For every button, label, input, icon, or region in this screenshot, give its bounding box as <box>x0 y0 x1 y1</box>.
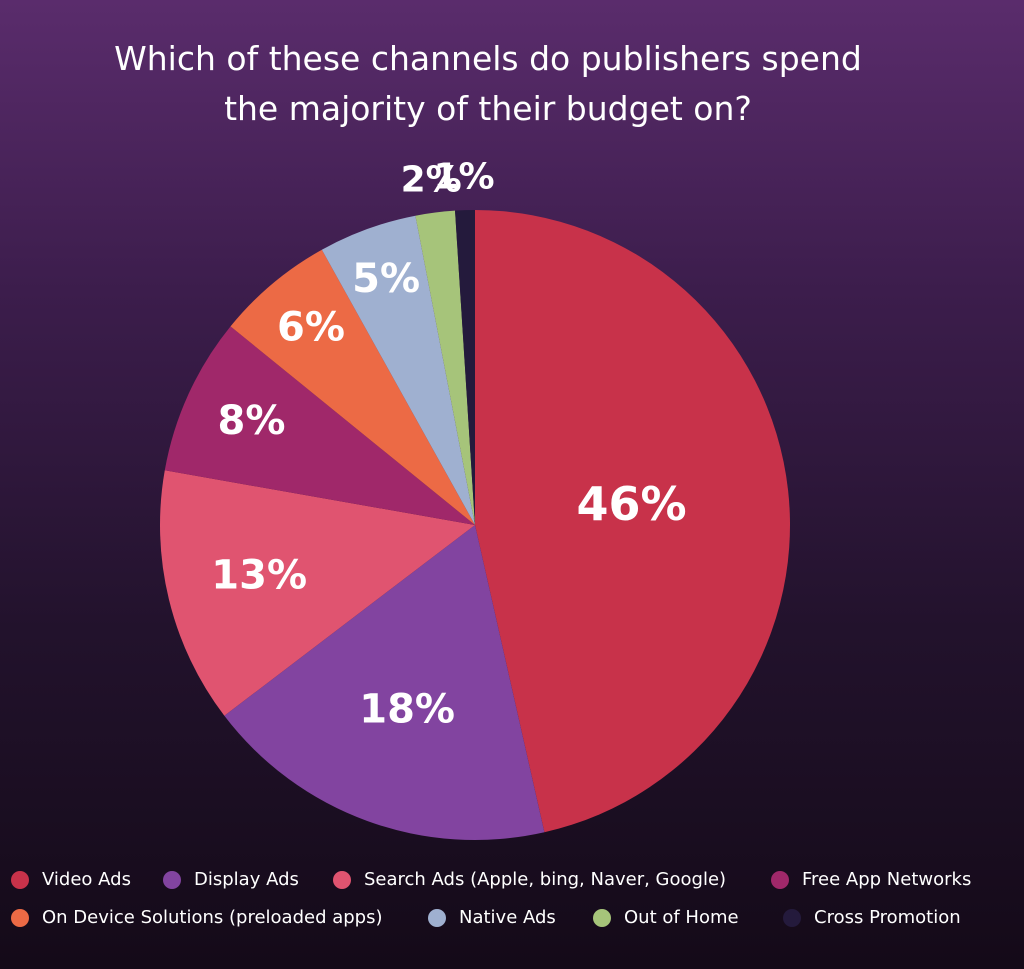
legend-label: Free App Networks <box>802 869 971 890</box>
pie-slice <box>321 215 475 526</box>
pie-slice <box>475 210 790 833</box>
legend-swatch <box>333 871 351 889</box>
legend-label: Display Ads <box>194 869 299 890</box>
legend-swatch <box>11 909 29 927</box>
legend-swatch <box>163 871 181 889</box>
data-label: 5% <box>352 256 420 302</box>
data-label: 46% <box>576 477 686 531</box>
data-label: 18% <box>359 686 455 732</box>
legend-label: Search Ads (Apple, bing, Naver, Google) <box>364 869 726 890</box>
legend-label: Native Ads <box>459 907 556 928</box>
pie-slice <box>159 470 475 716</box>
data-label: 13% <box>211 552 307 598</box>
legend-label: Video Ads <box>42 869 131 890</box>
pie-slice <box>224 525 545 841</box>
data-label: 2% <box>401 159 462 200</box>
pie-slice <box>230 249 475 526</box>
legend-swatch <box>593 909 611 927</box>
data-label: 1% <box>433 157 494 198</box>
chart-title: Which of these channels do publishers sp… <box>114 39 862 128</box>
legend-swatch <box>11 871 29 889</box>
legend-swatch <box>771 871 789 889</box>
pie-slice <box>164 326 475 525</box>
data-label: 6% <box>277 305 345 351</box>
legend-swatch <box>783 909 801 927</box>
pie-slice <box>415 210 475 525</box>
legend-label: On Device Solutions (preloaded apps) <box>42 907 383 928</box>
pie-slice <box>455 210 475 525</box>
data-label: 8% <box>218 398 286 444</box>
legend-label: Out of Home <box>624 907 739 928</box>
legend-swatch <box>428 909 446 927</box>
legend-label: Cross Promotion <box>814 907 961 928</box>
